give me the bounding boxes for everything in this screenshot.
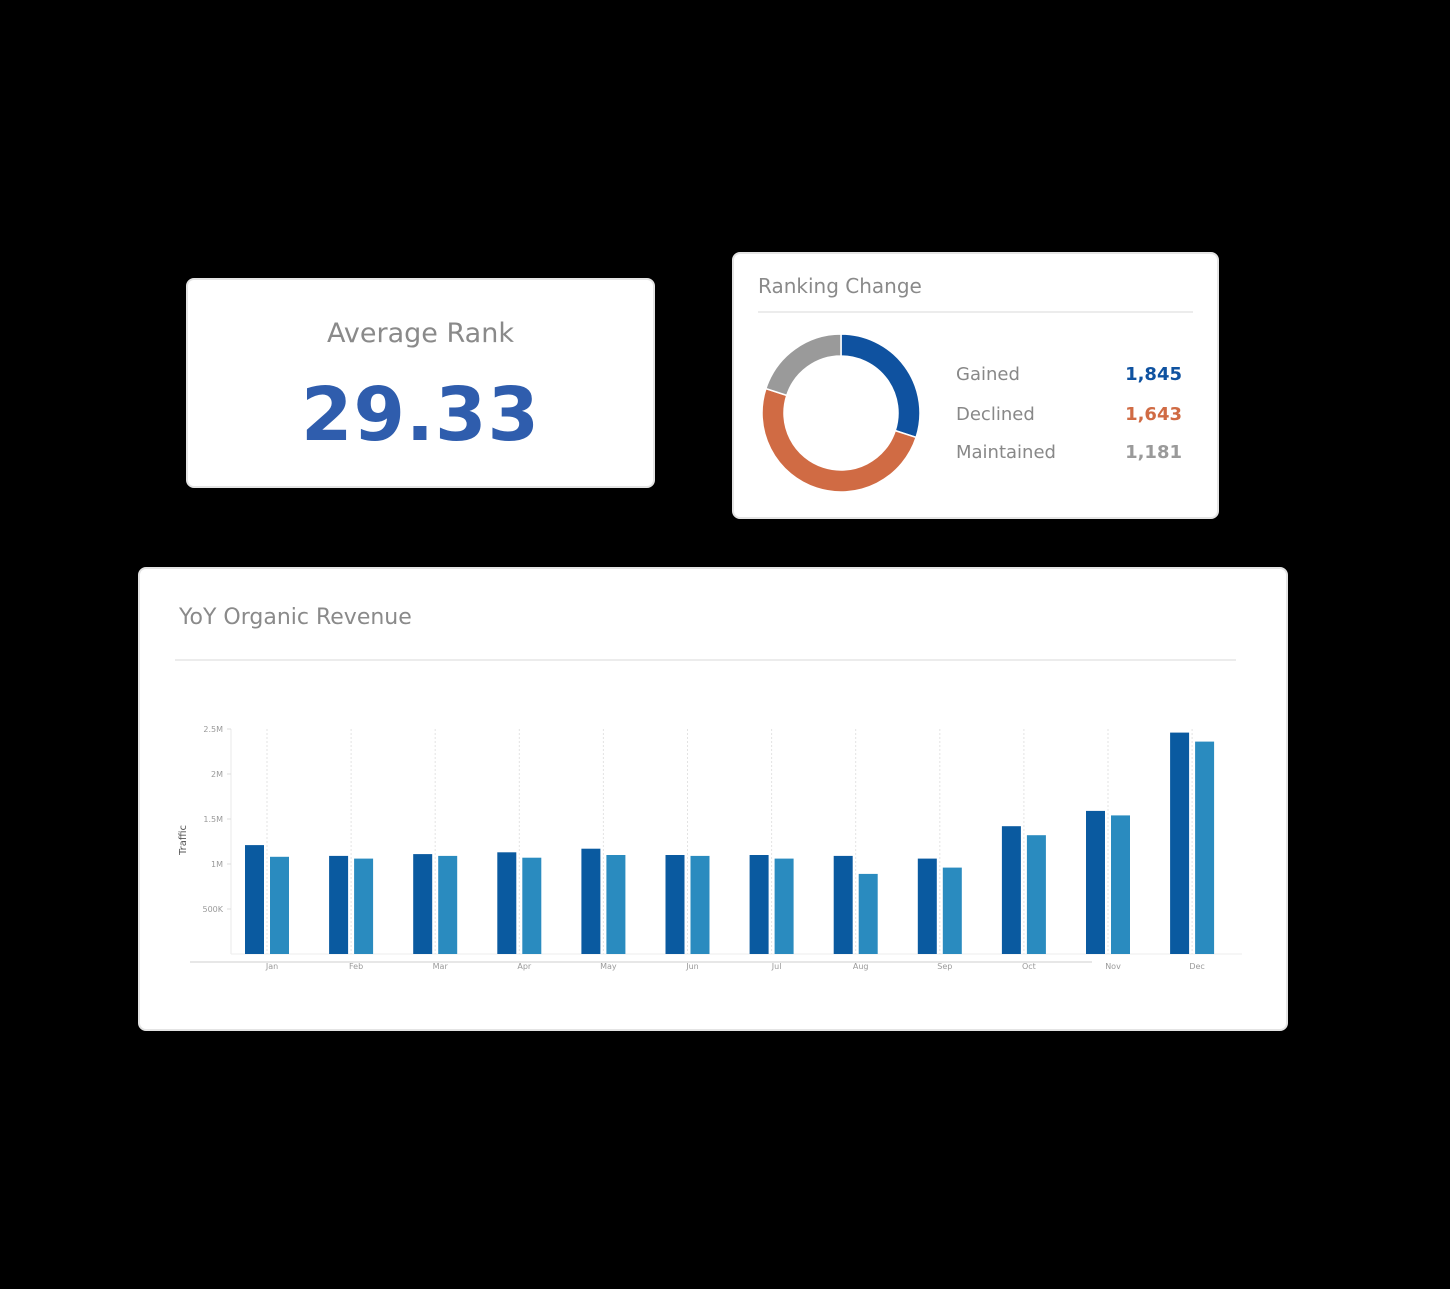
legend-value: 1,181 xyxy=(1125,442,1182,463)
revenue-bar-chart: 500K 1M 1.5M 2M 2.5M Traffic Jan Feb Mar Apr May Ju… xyxy=(178,725,1242,971)
legend-label: Gained xyxy=(956,364,1020,385)
yoy-revenue-card: 500K 1M 1.5M 2M 2.5M Traffic Jan Feb Mar Apr May Ju… xyxy=(138,567,1288,1031)
bar-nov-1 xyxy=(1086,810,1105,954)
bar-apr-2 xyxy=(522,857,542,954)
donut-slice-maintained xyxy=(764,333,842,397)
bar-mar-1 xyxy=(413,854,433,954)
ranking-change-title: Ranking Change xyxy=(758,274,922,298)
divider xyxy=(175,659,1236,661)
legend-value: 1,845 xyxy=(1125,364,1182,385)
bar-apr-1 xyxy=(497,852,517,954)
divider xyxy=(758,311,1193,313)
bar-dec-1 xyxy=(1170,732,1190,954)
x-tick-label: Jul xyxy=(771,962,782,971)
bar-jun-1 xyxy=(665,855,685,954)
bar-oct-1 xyxy=(1001,826,1021,954)
bar-feb-2 xyxy=(354,858,374,954)
x-tick-label: Jun xyxy=(685,962,699,971)
bar-sep-1 xyxy=(917,858,937,954)
x-tick-label: Sep xyxy=(937,962,952,971)
x-tick-label: Jan xyxy=(265,962,278,971)
x-tick-label: Oct xyxy=(1022,962,1036,971)
bar-may-1 xyxy=(581,848,601,954)
legend-row-maintained: Maintained 1,181 xyxy=(956,442,1182,463)
revenue-title: YoY Organic Revenue xyxy=(179,605,412,630)
bar-jun-2 xyxy=(690,855,710,954)
x-tick-label: Apr xyxy=(517,962,532,971)
bar-aug-2 xyxy=(858,873,878,954)
legend-row-declined: Declined 1,643 xyxy=(956,404,1182,425)
bar-dec-2 xyxy=(1195,741,1215,954)
y-tick-label: 2.5M xyxy=(203,725,223,734)
y-tick-label: 1M xyxy=(211,860,223,869)
bar-aug-1 xyxy=(833,855,853,954)
y-axis-label: Traffic xyxy=(178,825,189,856)
x-tick-label: May xyxy=(600,962,617,971)
bar-jan-2 xyxy=(270,856,289,954)
average-rank-title: Average Rank xyxy=(327,318,514,349)
donut-slice-gained xyxy=(840,333,921,439)
legend-value: 1,643 xyxy=(1125,404,1182,425)
bar-jan-1 xyxy=(245,845,264,954)
bar-nov-2 xyxy=(1111,815,1130,954)
bar-jul-2 xyxy=(774,858,794,954)
x-tick-label: Dec xyxy=(1189,962,1204,971)
x-tick-label: Nov xyxy=(1105,962,1121,971)
bar-jul-1 xyxy=(749,855,769,954)
average-rank-value: 29.33 xyxy=(300,372,541,458)
bar-feb-1 xyxy=(329,855,349,954)
x-tick-label: Mar xyxy=(433,962,449,971)
average-rank-card: Average Rank 29.33 xyxy=(186,278,655,488)
bar-mar-2 xyxy=(438,855,458,954)
bar-may-2 xyxy=(606,855,626,954)
y-tick-label: 1.5M xyxy=(203,815,223,824)
y-tick-label: 500K xyxy=(202,905,223,914)
y-tick-label: 2M xyxy=(211,770,223,779)
legend-label: Declined xyxy=(956,404,1035,425)
bar-sep-2 xyxy=(942,867,962,954)
ranking-change-card: Ranking Change Gained 1,845 Declined 1,6… xyxy=(732,252,1219,519)
legend-label: Maintained xyxy=(956,442,1056,463)
bar-oct-2 xyxy=(1026,835,1046,954)
donut-slice-declined xyxy=(761,387,918,493)
x-tick-label: Feb xyxy=(349,962,363,971)
ranking-donut-chart xyxy=(761,333,921,493)
x-tick-label: Aug xyxy=(853,962,869,971)
legend-row-gained: Gained 1,845 xyxy=(956,364,1182,385)
